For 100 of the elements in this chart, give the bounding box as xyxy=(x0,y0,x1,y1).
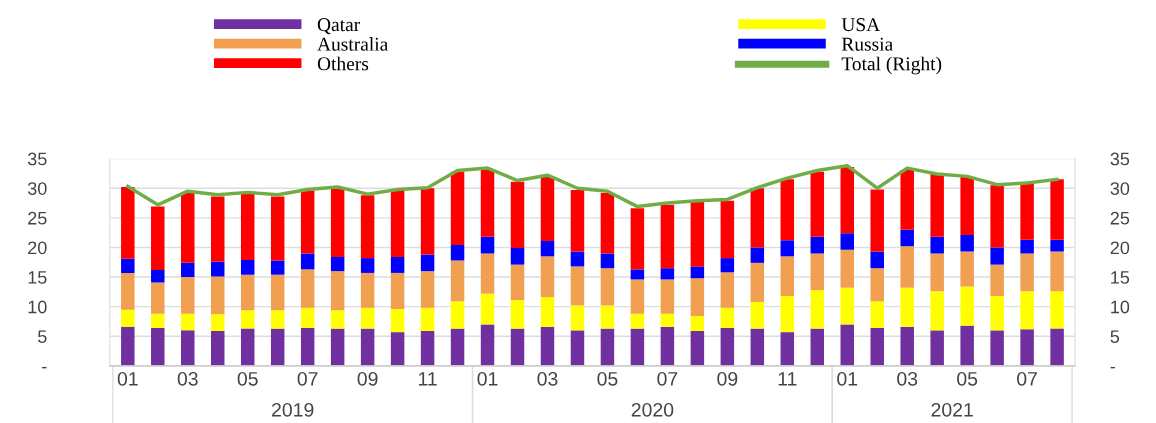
bar xyxy=(240,328,255,366)
bar xyxy=(600,192,615,254)
bar xyxy=(750,262,765,302)
bar xyxy=(570,330,585,366)
bar xyxy=(360,272,375,308)
bar xyxy=(960,286,974,326)
x-tick-label: 09 xyxy=(717,371,738,386)
bar xyxy=(450,171,465,246)
x-tick-label: 01 xyxy=(117,371,138,386)
bar xyxy=(690,278,705,317)
bar xyxy=(360,328,375,366)
bar xyxy=(570,266,585,306)
bar xyxy=(870,327,884,366)
bar xyxy=(870,268,884,302)
bar xyxy=(720,307,735,328)
bar xyxy=(360,307,375,329)
x-tick-label: 07 xyxy=(657,371,678,386)
bar xyxy=(630,208,645,270)
bar xyxy=(210,330,225,366)
bar xyxy=(750,247,765,263)
bar xyxy=(151,282,165,314)
bar xyxy=(990,264,1004,297)
bar xyxy=(121,309,135,327)
bar xyxy=(450,301,465,329)
y2-tick-label: 35 xyxy=(1110,152,1130,166)
bar xyxy=(660,204,675,269)
bar xyxy=(900,169,914,230)
bar xyxy=(630,269,645,280)
legend-label: Russia xyxy=(841,37,893,51)
bar xyxy=(510,248,525,265)
bar xyxy=(300,307,315,328)
legend-label: Total (Right) xyxy=(841,56,942,75)
bar xyxy=(600,305,615,329)
bar xyxy=(1020,253,1034,292)
bar xyxy=(540,240,555,257)
bar xyxy=(420,330,435,366)
text: 2020 xyxy=(631,402,674,417)
bar xyxy=(720,258,735,273)
x-tick-label: 03 xyxy=(177,371,198,386)
legend-label: USA xyxy=(841,18,881,32)
bar xyxy=(480,236,495,254)
bar xyxy=(121,326,135,366)
y2-tick-label: 25 xyxy=(1110,211,1130,225)
bar xyxy=(870,301,884,328)
bar xyxy=(270,196,285,261)
bar xyxy=(840,233,854,250)
bar xyxy=(450,260,465,302)
bar xyxy=(151,313,165,328)
bar xyxy=(330,188,345,257)
bar xyxy=(570,190,585,252)
bar xyxy=(300,253,315,270)
bar xyxy=(840,324,854,366)
bar xyxy=(780,296,795,333)
text: 2021 xyxy=(931,402,973,417)
bar xyxy=(660,326,675,366)
bar xyxy=(1020,329,1034,366)
bar xyxy=(660,268,675,280)
bar xyxy=(780,332,795,366)
y2-tick-label: 15 xyxy=(1111,271,1130,284)
x-tick-label: 01 xyxy=(837,371,858,386)
bar xyxy=(990,296,1004,331)
bar xyxy=(840,166,854,234)
bar xyxy=(960,176,974,236)
y-tick-label: 10 xyxy=(28,300,47,314)
bar xyxy=(240,259,255,275)
line-series xyxy=(126,163,1059,209)
bar xyxy=(300,327,315,366)
y2-tick-label: 20 xyxy=(1110,241,1130,255)
bar xyxy=(151,206,165,270)
x-tick-label: 07 xyxy=(297,371,318,386)
bar xyxy=(780,256,795,297)
bar xyxy=(630,279,645,314)
bar xyxy=(660,313,675,327)
bar xyxy=(870,251,884,269)
y-tick-label: - xyxy=(42,366,47,369)
bar xyxy=(810,253,825,291)
bar xyxy=(480,253,495,294)
bar xyxy=(780,240,795,257)
bar xyxy=(990,185,1004,248)
bar xyxy=(420,307,435,331)
bar xyxy=(930,330,944,366)
legend-label: Qatar xyxy=(317,18,361,35)
bar xyxy=(450,245,465,261)
x-tick-label: 07 xyxy=(1017,371,1037,386)
bar xyxy=(151,327,165,366)
bar xyxy=(600,328,615,366)
bar xyxy=(1020,239,1034,254)
bar xyxy=(181,192,195,263)
bar xyxy=(270,328,285,366)
bar xyxy=(540,326,555,366)
bar xyxy=(930,173,944,237)
bar xyxy=(780,179,795,241)
bar xyxy=(750,301,765,329)
bar xyxy=(300,269,315,308)
bar xyxy=(720,200,735,259)
bar xyxy=(121,272,135,310)
bar xyxy=(360,258,375,273)
bar xyxy=(390,190,405,257)
bar xyxy=(600,253,615,269)
bar xyxy=(690,266,705,279)
